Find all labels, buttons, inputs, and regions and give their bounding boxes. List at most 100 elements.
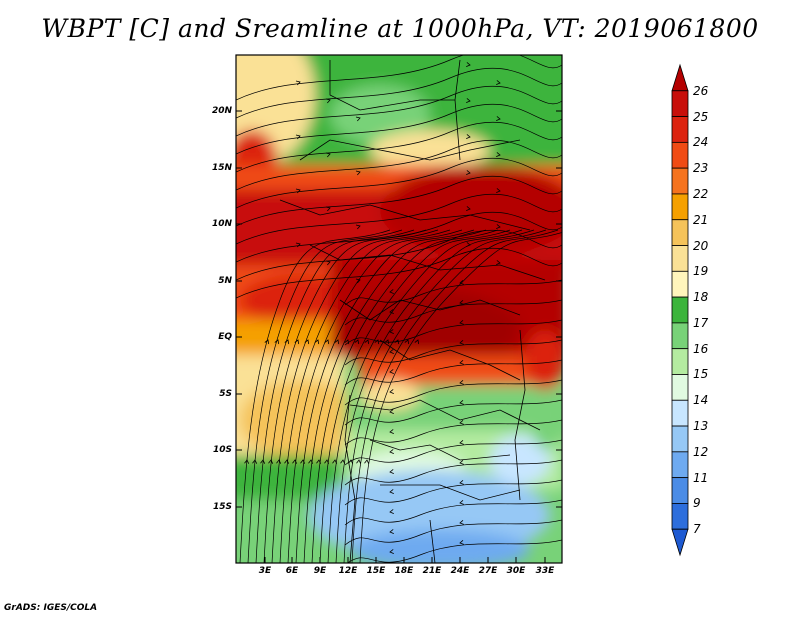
colorbar-label: 14 xyxy=(693,393,709,408)
streamline-arrow xyxy=(466,134,471,139)
colorbar-label: 23 xyxy=(693,161,709,176)
streamline xyxy=(236,55,562,101)
lat-label-20n: 20N xyxy=(211,106,232,116)
streamline xyxy=(279,229,451,563)
streamline-arrow xyxy=(389,309,394,314)
streamline xyxy=(344,399,562,426)
streamline-arrow xyxy=(459,360,464,365)
colorbar-label: 15 xyxy=(693,367,709,382)
streamline xyxy=(344,439,562,466)
streamline-arrow xyxy=(466,242,471,247)
map-frame xyxy=(235,54,563,564)
streamline xyxy=(236,85,562,137)
streamline-arrow xyxy=(459,440,464,445)
streamline-arrow xyxy=(316,459,322,464)
streamline-arrow xyxy=(304,339,310,345)
colorbar-label: 11 xyxy=(693,470,709,485)
streamlines xyxy=(236,55,562,563)
country-borders xyxy=(279,59,546,563)
streamline-arrow xyxy=(325,152,331,158)
colorbar-cell xyxy=(671,374,689,401)
streamline-arrow xyxy=(459,380,464,385)
streamline xyxy=(303,229,487,563)
streamline-arrow xyxy=(264,339,270,345)
streamline-arrow xyxy=(496,260,501,265)
streamline-arrow xyxy=(295,188,301,194)
streamline-arrow xyxy=(496,116,501,121)
streamline-arrow xyxy=(332,459,338,464)
lon-label-27e: 27E xyxy=(478,566,498,576)
streamline xyxy=(344,459,562,486)
lon-label-9e: 9E xyxy=(313,566,327,576)
colorbar-cell xyxy=(671,399,689,427)
streamline-arrow xyxy=(496,152,501,157)
colorbar-cell xyxy=(671,245,689,272)
streamline-arrow xyxy=(356,459,362,464)
streamline-arrow xyxy=(466,62,471,67)
streamline-arrow xyxy=(260,459,266,464)
streamline-arrow xyxy=(355,116,361,122)
colorbar-cell xyxy=(671,451,689,479)
streamline xyxy=(236,175,562,227)
streamline xyxy=(344,359,562,386)
colorbar-cell xyxy=(671,503,689,530)
colorbar-cell xyxy=(671,322,689,350)
streamline-arrow xyxy=(496,188,501,193)
streamline-arrow xyxy=(325,206,331,212)
colorbar-cell xyxy=(671,477,689,504)
lon-label-12e: 12E xyxy=(338,566,358,576)
streamline-arrow xyxy=(389,389,394,394)
streamline-arrow xyxy=(295,80,301,86)
streamline-arrow xyxy=(334,339,340,345)
streamline-arrow xyxy=(466,170,471,175)
streamline-arrow xyxy=(268,459,274,464)
streamline xyxy=(359,232,562,563)
lat-label-5n: 5N xyxy=(218,276,232,286)
streamline-arrow xyxy=(459,460,464,465)
colorbar-label: 13 xyxy=(693,419,709,434)
streamline-arrow xyxy=(389,349,394,354)
streamline xyxy=(344,499,562,526)
streamline-arrow xyxy=(276,459,282,464)
streamline xyxy=(247,229,403,563)
streamline xyxy=(344,299,562,326)
streamline-arrow xyxy=(459,320,464,325)
streamline-arrow xyxy=(355,278,361,284)
streamline-arrow xyxy=(324,459,330,464)
streamline-arrow xyxy=(389,529,394,534)
lat-label-10n: 10N xyxy=(211,219,232,229)
colorbar-label: 9 xyxy=(693,496,701,511)
colorbar-label: 12 xyxy=(693,444,709,459)
streamline xyxy=(255,229,415,563)
streamline-arrow xyxy=(404,339,410,345)
streamline-arrow xyxy=(244,459,250,464)
streamline-arrow xyxy=(314,339,320,345)
streamline-arrow xyxy=(384,339,390,345)
streamline-arrow xyxy=(459,400,464,405)
lat-label-5s: 5S xyxy=(219,389,232,399)
streamline xyxy=(335,229,535,563)
lon-label-15e: 15E xyxy=(366,566,386,576)
streamline-arrow xyxy=(364,459,370,464)
colorbar-label: 21 xyxy=(693,212,709,227)
streamline-arrow xyxy=(389,429,394,434)
streamline-arrow xyxy=(459,340,464,345)
streamline xyxy=(344,279,562,306)
colorbar-label: 26 xyxy=(693,83,709,98)
streamline-arrow xyxy=(389,329,394,334)
colorbar-label: 25 xyxy=(693,109,709,124)
lon-label-30e: 30E xyxy=(506,566,526,576)
streamline xyxy=(344,419,562,446)
streamline xyxy=(327,229,523,563)
colorbar-cell xyxy=(671,425,689,453)
streamline-arrow xyxy=(324,339,330,345)
streamline xyxy=(343,229,547,563)
streamline-arrow xyxy=(459,280,464,285)
streamline-arrow xyxy=(364,339,370,345)
streamline-arrow xyxy=(466,98,471,103)
streamline xyxy=(295,229,475,563)
streamline xyxy=(239,229,391,563)
lat-label-15s: 15S xyxy=(212,502,232,512)
streamline xyxy=(344,339,562,366)
